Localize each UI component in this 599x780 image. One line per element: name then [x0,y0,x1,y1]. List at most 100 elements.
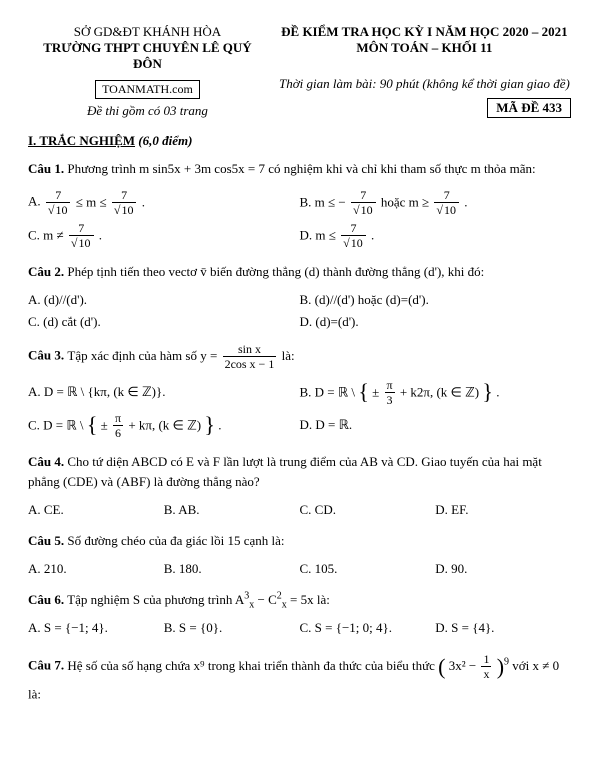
q5-text: Số đường chéo của đa giác lồi 15 cạnh là… [67,533,284,548]
school-line: TRƯỜNG THPT CHUYÊN LÊ QUÝ ĐÔN [28,40,267,72]
q3-pre: Tập xác định của hàm số y = [67,348,220,363]
q2-text: Phép tịnh tiến theo vectơ v̄ biến đường … [67,264,484,279]
q1c-lead: C. m ≠ [28,227,67,242]
q3c-brace-l [87,416,98,431]
q7-fnum: 1 [481,653,491,667]
q1-choice-c: C. m ≠ 710 . [28,219,300,252]
question-4: Câu 4. Cho tứ diện ABCD có E và F lần lư… [28,452,571,494]
q1b-num1: 7 [351,189,376,203]
q3c-pre: C. D = ℝ \ [28,417,87,432]
q3b-fden: 3 [385,393,395,406]
q2-choices: A. (d)//(d'). B. (d)//(d') hoặc (d)=(d')… [28,289,571,333]
q4-text: Cho tứ diện ABCD có E và F lần lượt là t… [28,454,542,490]
doc-header: SỞ GD&ĐT KHÁNH HÒA TRƯỜNG THPT CHUYÊN LÊ… [28,24,571,72]
q1b-num2: 7 [434,189,459,203]
pages-line: Đề thi gồm có 03 trang [28,103,267,119]
q3c-dot: . [218,417,221,432]
subject-line: MÔN TOÁN – KHỐI 11 [278,40,571,56]
q3-choice-a: A. D = ℝ \ {kπ, (k ∈ ℤ)}. [28,381,300,403]
q3-choice-b: B. D = ℝ \ ± π3 + k2π, (k ∈ ℤ) . [300,376,572,409]
q1-choice-b: B. m ≤ − 710 hoặc m ≥ 710 . [300,186,572,219]
q1-choice-d: D. m ≤ 710 . [300,219,572,252]
q5-choice-a: A. 210. [28,558,164,580]
q2-choice-c: C. (d) cắt (d'). [28,311,300,333]
q3-label: Câu 3. [28,347,64,362]
q5-label: Câu 5. [28,533,64,548]
q1b-lead: B. m ≤ − [300,194,346,209]
q1a-dot: . [142,194,145,209]
q5-choices: A. 210. B. 180. C. 105. D. 90. [28,558,571,580]
q6-choice-a: A. S = {−1; 4}. [28,617,164,639]
q5-choice-d: D. 90. [435,558,571,580]
question-3: Câu 3. Tập xác định của hàm số y = sin x… [28,343,571,370]
q1b-den2: 10 [443,202,457,217]
q1d-dot: . [371,227,374,242]
q4-choice-d: D. EF. [435,499,571,521]
q3c-pm: ± [101,417,108,432]
q3-fden: 2cos x − 1 [223,357,277,370]
q3-choice-c: C. D = ℝ \ ± π6 + kπ, (k ∈ ℤ) . [28,409,300,442]
q6-choice-c: C. S = {−1; 0; 4}. [300,617,436,639]
q6-label: Câu 6. [28,592,64,607]
time-line: Thời gian làm bài: 90 phút (không kể thờ… [278,76,571,92]
q1a-den1: 10 [54,202,68,217]
q4-choices: A. CE. B. AB. C. CD. D. EF. [28,499,571,521]
q4-choice-a: A. CE. [28,499,164,521]
q3-choice-d: D. D = ℝ. [300,414,572,436]
q6-pre: Tập nghiệm S của phương trình [67,592,235,607]
header-left: SỞ GD&ĐT KHÁNH HÒA TRƯỜNG THPT CHUYÊN LÊ… [28,24,267,72]
q1b-dot: . [464,194,467,209]
q5-choice-c: C. 105. [300,558,436,580]
q3b-brace-l [358,383,369,398]
q1c-num: 7 [69,222,94,236]
q6-choice-b: B. S = {0}. [164,617,300,639]
q3b-mid: + k2π, (k ∈ ℤ) [400,384,479,399]
q3c-mid: + kπ, (k ∈ ℤ) [128,417,201,432]
q6-choice-d: D. S = {4}. [435,617,571,639]
q2-label: Câu 2. [28,264,64,279]
q1a-den2: 10 [120,202,134,217]
q1b-den1: 10 [360,202,374,217]
q3b-pre: B. D = ℝ \ [300,384,359,399]
dept-line: SỞ GD&ĐT KHÁNH HÒA [28,24,267,40]
section-title-text: I. TRẮC NGHIỆM [28,133,135,148]
q1a-mid: ≤ m ≤ [76,194,110,209]
q3b-pm: ± [372,384,379,399]
header-meta: TOANMATH.com Đề thi gồm có 03 trang Thời… [28,76,571,119]
q3-fnum: sin x [223,343,277,357]
q5-choice-b: B. 180. [164,558,300,580]
section-trac-nghiem: I. TRẮC NGHIỆM (6,0 điểm) [28,133,571,149]
q4-label: Câu 4. [28,454,64,469]
q3b-dot: . [496,384,499,399]
q4-choice-c: C. CD. [300,499,436,521]
q1c-den: 10 [78,235,92,250]
q6-choices: A. S = {−1; 4}. B. S = {0}. C. S = {−1; … [28,617,571,639]
q1d-den: 10 [350,235,364,250]
q1-choices: A. 710 ≤ m ≤ 710 . B. m ≤ − 710 hoặc m ≥… [28,186,571,252]
q1-choice-a: A. 710 ≤ m ≤ 710 . [28,186,300,219]
q7-paren-l [438,657,445,672]
q3c-fnum: π [113,412,123,426]
site-box: TOANMATH.com [95,80,200,99]
exam-code-box: MÃ ĐỀ 433 [487,98,571,118]
q3c-brace-r [204,416,215,431]
q1a-num1: 7 [46,189,71,203]
q1-text: Phương trình m sin5x + 3m cos5x = 7 có n… [67,161,535,176]
q6-eq: A3x − C2x = 5x [235,592,314,607]
q1a-num2: 7 [112,189,137,203]
q7-paren-r [497,657,504,672]
exam-title: ĐỀ KIỂM TRA HỌC KỲ I NĂM HỌC 2020 – 2021 [278,24,571,40]
q1-label: Câu 1. [28,161,64,176]
q3b-fnum: π [385,379,395,393]
q1a-lead: A. [28,193,44,208]
question-5: Câu 5. Số đường chéo của đa giác lồi 15 … [28,531,571,552]
question-2: Câu 2. Phép tịnh tiến theo vectơ v̄ biến… [28,262,571,283]
q3-choices: A. D = ℝ \ {kπ, (k ∈ ℤ)}. B. D = ℝ \ ± π… [28,376,571,442]
q1b-or: hoặc m ≥ [381,194,433,209]
q1d-lead: D. m ≤ [300,227,340,242]
q3-post: là: [282,348,295,363]
header-right: ĐỀ KIỂM TRA HỌC KỲ I NĂM HỌC 2020 – 2021… [278,24,571,72]
section-score: (6,0 điểm) [138,133,192,148]
header-right-meta: Thời gian làm bài: 90 phút (không kể thờ… [278,76,571,118]
q7-pow: 9 [504,656,509,667]
